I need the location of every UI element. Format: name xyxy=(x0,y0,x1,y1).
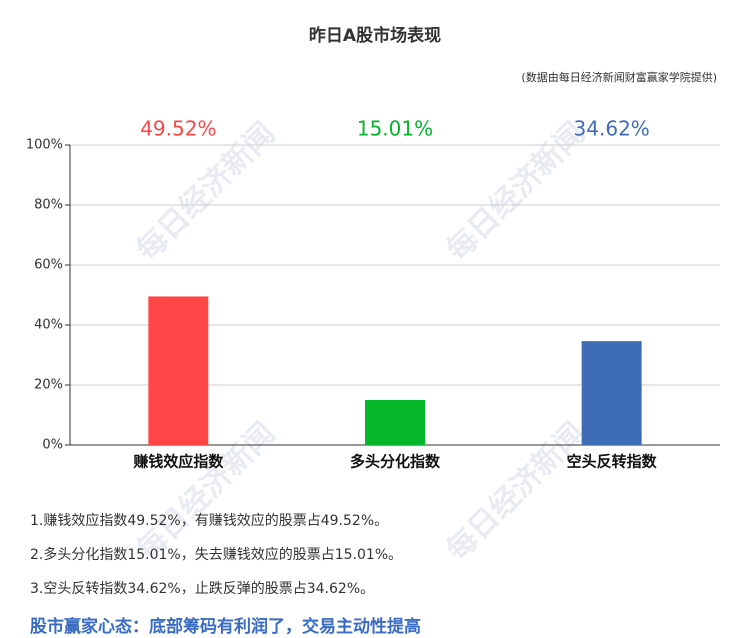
value-label: 34.62% xyxy=(574,117,650,141)
conclusion: 股市赢家心态：底部筹码有利润了，交易主动性提高 xyxy=(30,616,421,637)
note: 3.空头反转指数34.62%，止跌反弹的股票占34.62%。 xyxy=(30,581,374,597)
note: 1.赚钱效应指数49.52%，有赚钱效应的股票占49.52%。 xyxy=(30,512,388,529)
value-label: 15.01% xyxy=(357,117,433,141)
y-tick-label: 40% xyxy=(34,318,63,333)
y-tick-label: 0% xyxy=(42,438,63,453)
note: 2.多头分化指数15.01%，失去赚钱效应的股票占15.01%。 xyxy=(30,546,402,563)
watermark: 每日经济新闻 xyxy=(440,116,592,268)
y-tick-label: 100% xyxy=(26,138,63,153)
chart-subtitle: (数据由每日经济新闻财富赢家学院提供) xyxy=(521,70,717,84)
x-tick-label: 赚钱效应指数 xyxy=(132,453,224,471)
value-label: 49.52% xyxy=(140,117,216,141)
y-tick-label: 80% xyxy=(34,198,63,213)
y-tick-label: 20% xyxy=(34,378,63,393)
chart-title: 昨日A股市场表现 xyxy=(309,25,441,46)
y-tick-label: 60% xyxy=(34,258,63,273)
x-tick-label: 多头分化指数 xyxy=(350,453,441,471)
bar xyxy=(365,399,425,445)
bar xyxy=(148,296,209,445)
bar xyxy=(581,341,642,445)
watermark: 每日经济新闻 xyxy=(440,416,592,568)
x-tick-label: 空头反转指数 xyxy=(567,453,658,471)
